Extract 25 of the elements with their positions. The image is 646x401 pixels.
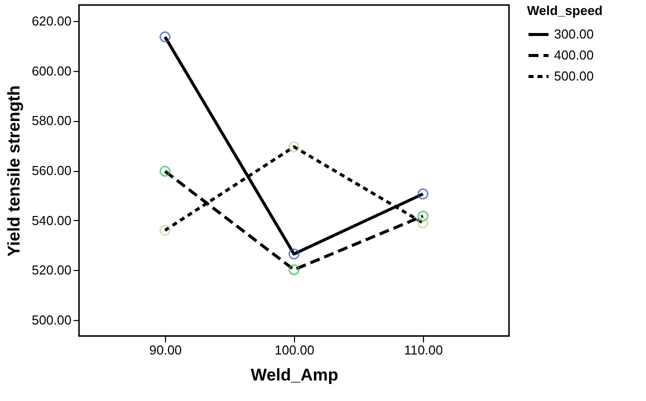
legend-label: 500.00 [554, 68, 594, 84]
point [288, 264, 300, 276]
y-tick-label: 520.00 [32, 262, 72, 278]
legend-label: 400.00 [554, 48, 594, 62]
x-tick-label: 110.00 [404, 342, 443, 358]
point [417, 217, 428, 228]
y-tick-label: 540.00 [32, 212, 72, 228]
point [417, 188, 428, 200]
point [417, 210, 428, 222]
y-tick-label: 580.00 [32, 113, 72, 128]
y-tick-label: 620.00 [32, 13, 72, 28]
y-tick-label: 600.00 [32, 63, 72, 78]
x-tick-label: 100.00 [274, 342, 314, 358]
point [288, 141, 300, 152]
x-axis-title: Weld_Amp [250, 366, 338, 384]
legend-title: Weld_speed [527, 3, 603, 18]
point [160, 166, 171, 177]
point [288, 248, 300, 260]
point [160, 31, 171, 42]
y-tick-label: 560.00 [32, 163, 72, 178]
x-tick-label: 90.00 [149, 342, 182, 358]
y-axis-title: Yield tensile strength [4, 85, 24, 257]
y-tick-label: 500.00 [32, 312, 72, 328]
legend-label: 300.00 [554, 26, 594, 42]
point [160, 224, 171, 236]
